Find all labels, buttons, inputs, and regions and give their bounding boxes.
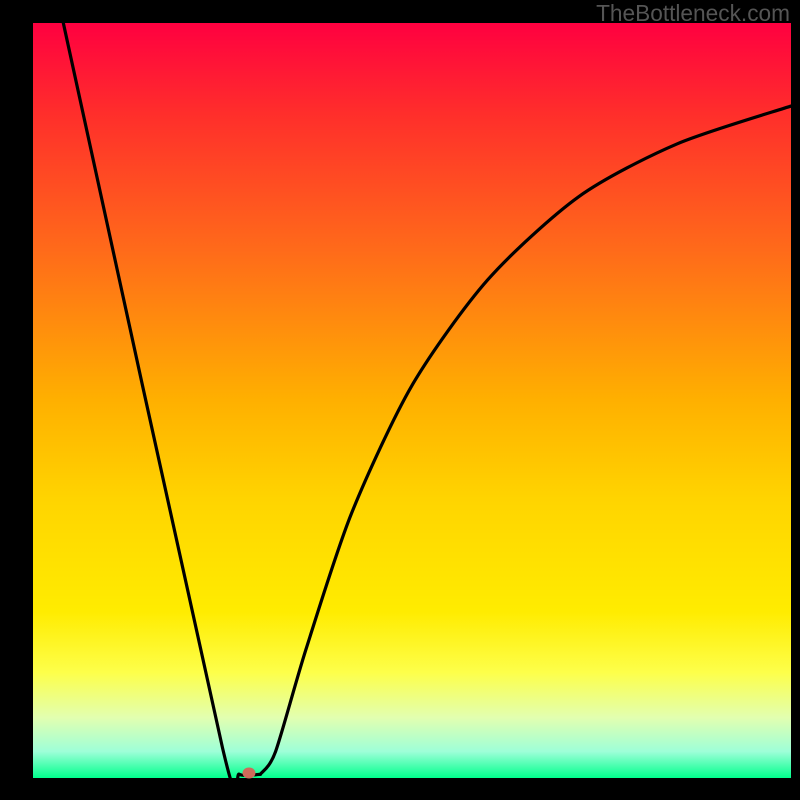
watermark-label: TheBottleneck.com	[596, 0, 790, 27]
chart-frame: TheBottleneck.com	[0, 0, 800, 800]
curve-right-segment	[260, 106, 791, 774]
curve-layer	[0, 0, 800, 800]
bottleneck-marker	[243, 767, 256, 778]
curve-left-segment	[63, 23, 260, 791]
